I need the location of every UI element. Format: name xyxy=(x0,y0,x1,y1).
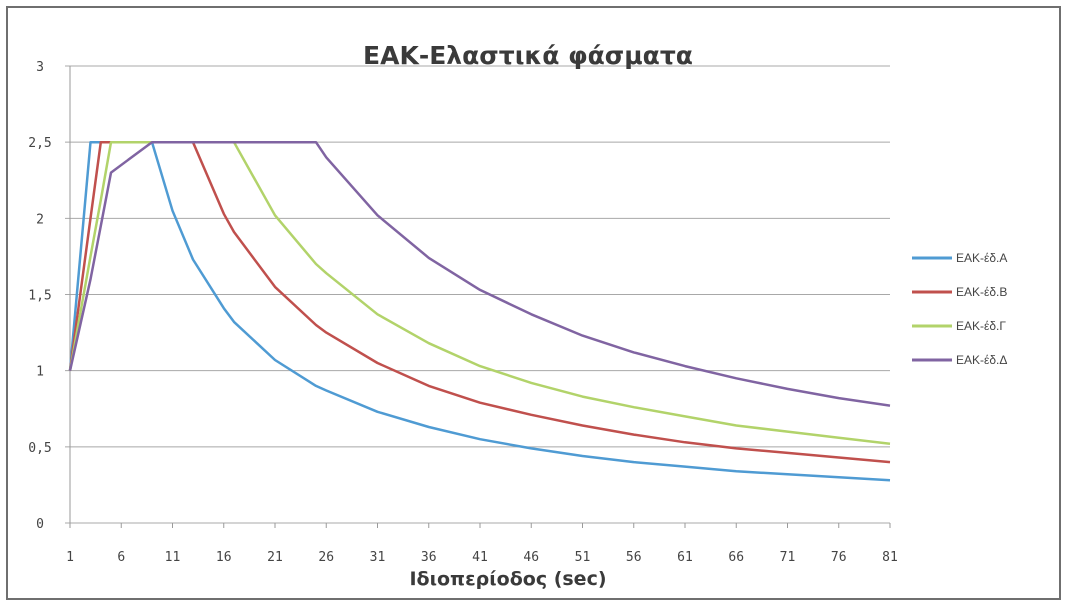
y-tick-label: 1,5 xyxy=(28,289,51,304)
chart-title: ΕΑΚ-Ελαστικά φάσματα xyxy=(363,41,693,70)
y-tick-label: 2,5 xyxy=(28,136,51,151)
y-tick-label: 0,5 xyxy=(28,441,51,456)
x-tick-label: 31 xyxy=(370,550,386,565)
series-line-3 xyxy=(68,140,891,446)
y-tick-label: 0 xyxy=(36,517,44,532)
x-axis-title: Ιδιοπερίοδος (sec) xyxy=(409,568,606,590)
x-tick-label: 21 xyxy=(267,550,283,565)
x-tick-label: 41 xyxy=(472,550,488,565)
x-tick-label: 6 xyxy=(117,550,125,565)
y-tick-label: 1 xyxy=(36,365,44,380)
legend-label: ΕΑΚ-έδ.Α xyxy=(956,251,1007,265)
x-tick-label: 66 xyxy=(728,550,744,565)
x-tick-label: 76 xyxy=(831,550,847,565)
x-tick-label: 26 xyxy=(318,550,334,565)
x-tick-label: 71 xyxy=(780,550,796,565)
legend-label: ΕΑΚ-έδ.Γ xyxy=(956,319,1006,333)
legend-label: ΕΑΚ-έδ.Δ xyxy=(956,353,1007,367)
legend: ΕΑΚ-έδ.Α ΕΑΚ-έδ.Β ΕΑΚ-έδ.Γ ΕΑΚ-έδ.Δ xyxy=(912,251,1007,367)
x-tick-label: 36 xyxy=(421,550,437,565)
legend-label: ΕΑΚ-έδ.Β xyxy=(956,285,1007,299)
x-tick-label: 81 xyxy=(882,550,898,565)
grid-lines xyxy=(65,65,890,524)
x-tick-label: 1 xyxy=(66,550,74,565)
y-tick-label: 2 xyxy=(36,212,44,227)
x-tick-label: 51 xyxy=(575,550,591,565)
x-tick-label: 16 xyxy=(216,550,232,565)
axes: 00,511,522,531 6 11 16 21 26 31 36 41 46 51 56 61 66 7… xyxy=(28,60,898,565)
chart-frame xyxy=(6,6,1061,600)
x-tick-label: 56 xyxy=(626,550,642,565)
x-tick-label: 11 xyxy=(165,550,181,565)
x-tick-label: 61 xyxy=(677,550,693,565)
y-tick-label: 3 xyxy=(36,60,44,75)
series-line-2 xyxy=(68,140,891,464)
series-lines xyxy=(68,140,891,482)
x-tick-label: 46 xyxy=(523,550,539,565)
series-line-4 xyxy=(68,140,891,407)
